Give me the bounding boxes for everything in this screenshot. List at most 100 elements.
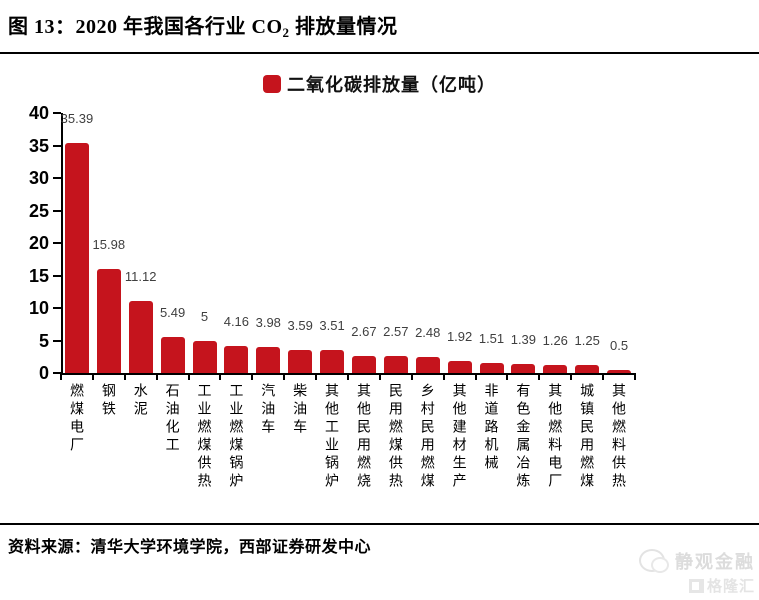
title-suffix: 排放量情况 [289, 16, 398, 38]
category-label: 汽油车 [259, 383, 275, 437]
bar-value-label: 2.67 [351, 323, 377, 339]
category-label: 工业燃煤供热 [195, 383, 211, 491]
bar-value-label: 3.51 [319, 318, 345, 334]
category-label: 其他工业锅炉 [323, 383, 339, 491]
y-tick [53, 307, 61, 309]
bar-value-label: 2.48 [415, 324, 441, 340]
x-tick [634, 373, 636, 380]
y-tick [53, 372, 61, 374]
bar-value-label: 1.25 [574, 332, 600, 348]
y-tick [53, 209, 61, 212]
chart-legend: 二氧化碳排放量（亿吨） [0, 71, 759, 97]
bar [575, 364, 600, 373]
watermark-row: 静观金融 [639, 548, 755, 574]
bar-value-label: 1.92 [446, 328, 473, 344]
watermark: 静观金融 格隆汇 [639, 548, 755, 596]
bar [479, 363, 504, 373]
category-label: 燃煤电厂 [67, 383, 83, 455]
bar-value-label: 3.98 [255, 315, 281, 331]
y-tick-label: 40 [28, 103, 49, 123]
category-label: 钢铁 [99, 383, 115, 419]
y-tick [53, 274, 61, 277]
bar-value-label: 2.57 [383, 324, 409, 340]
bar-value-label: 1.51 [478, 331, 505, 347]
y-axis-line [61, 113, 63, 373]
watermark-name: 静观金融 [675, 552, 755, 572]
y-tick-label: 30 [28, 168, 49, 188]
x-tick [60, 373, 62, 380]
x-tick [442, 373, 445, 380]
y-tick [53, 242, 61, 244]
bar [383, 356, 408, 373]
x-tick [251, 373, 254, 380]
bar [511, 363, 536, 373]
x-tick [155, 373, 158, 380]
x-tick [219, 373, 222, 380]
bar-value-label: 4.16 [223, 313, 250, 329]
y-tick [53, 144, 61, 147]
watermark-logo-row: 格隆汇 [639, 575, 755, 596]
category-label: 柴油车 [291, 383, 307, 437]
bar [96, 269, 121, 373]
x-tick [283, 373, 286, 380]
legend-label: 二氧化碳排放量（亿吨） [287, 75, 496, 95]
footer-divider [0, 523, 759, 525]
y-tick-label: 5 [38, 330, 49, 351]
category-label: 其他燃料供热 [610, 383, 626, 491]
y-tick [53, 177, 61, 179]
category-label: 非道路机械 [482, 383, 498, 473]
category-label: 其他建材生产 [450, 383, 466, 491]
y-tick-label: 0 [38, 363, 49, 383]
x-tick [378, 373, 381, 380]
x-tick [123, 373, 126, 380]
category-label: 水泥 [131, 383, 147, 419]
bar-value-label: 35.39 [60, 110, 94, 126]
title-prefix: 图 13：2020 年我国各行业 CO [8, 16, 283, 38]
header-divider [0, 52, 759, 54]
bar [288, 349, 313, 373]
page-title: 图 13：2020 年我国各行业 CO2 排放量情况 [8, 10, 398, 41]
bar-value-label: 5.49 [159, 305, 186, 321]
x-tick [410, 373, 413, 380]
category-label: 民用燃煤供热 [386, 383, 402, 491]
bar [64, 142, 89, 373]
x-tick [474, 373, 477, 380]
category-label: 其他燃料电厂 [546, 383, 562, 491]
bar [160, 337, 185, 373]
bar [128, 300, 153, 373]
bar [192, 340, 217, 373]
title-subscript: 2 [282, 25, 290, 40]
x-tick [602, 373, 605, 380]
bar [543, 364, 568, 373]
bar-value-label: 1.26 [542, 332, 568, 348]
x-tick [315, 373, 318, 380]
x-tick [347, 373, 349, 380]
bar [224, 345, 249, 373]
x-tick [538, 373, 541, 380]
bar-value-label: 11.12 [124, 268, 157, 284]
bar-value-label: 5 [200, 308, 209, 324]
bar [415, 356, 440, 373]
bar [607, 369, 632, 373]
bar [351, 355, 376, 373]
bar-value-label: 15.98 [92, 237, 126, 253]
y-tick-label: 25 [28, 200, 49, 221]
category-label: 其他民用燃烧 [354, 383, 370, 491]
bar [447, 360, 472, 373]
y-tick-label: 20 [28, 233, 49, 253]
category-label: 城镇民用燃煤 [578, 383, 594, 491]
category-label: 有色金属冶炼 [514, 383, 530, 491]
gelonghui-g-icon [688, 578, 704, 593]
chat-bubbles-icon [639, 549, 669, 573]
y-tick [53, 339, 61, 342]
category-label: 工业燃煤锅炉 [227, 383, 243, 491]
legend-swatch-icon [263, 75, 281, 93]
source-note: 资料来源：清华大学环境学院，西部证券研发中心 [8, 539, 372, 556]
x-tick [506, 373, 509, 380]
x-tick [570, 373, 573, 380]
bar [320, 350, 345, 373]
bar-value-label: 0.5 [610, 337, 629, 353]
watermark-logo-text: 格隆汇 [706, 579, 755, 595]
category-label: 石油化工 [163, 383, 179, 455]
